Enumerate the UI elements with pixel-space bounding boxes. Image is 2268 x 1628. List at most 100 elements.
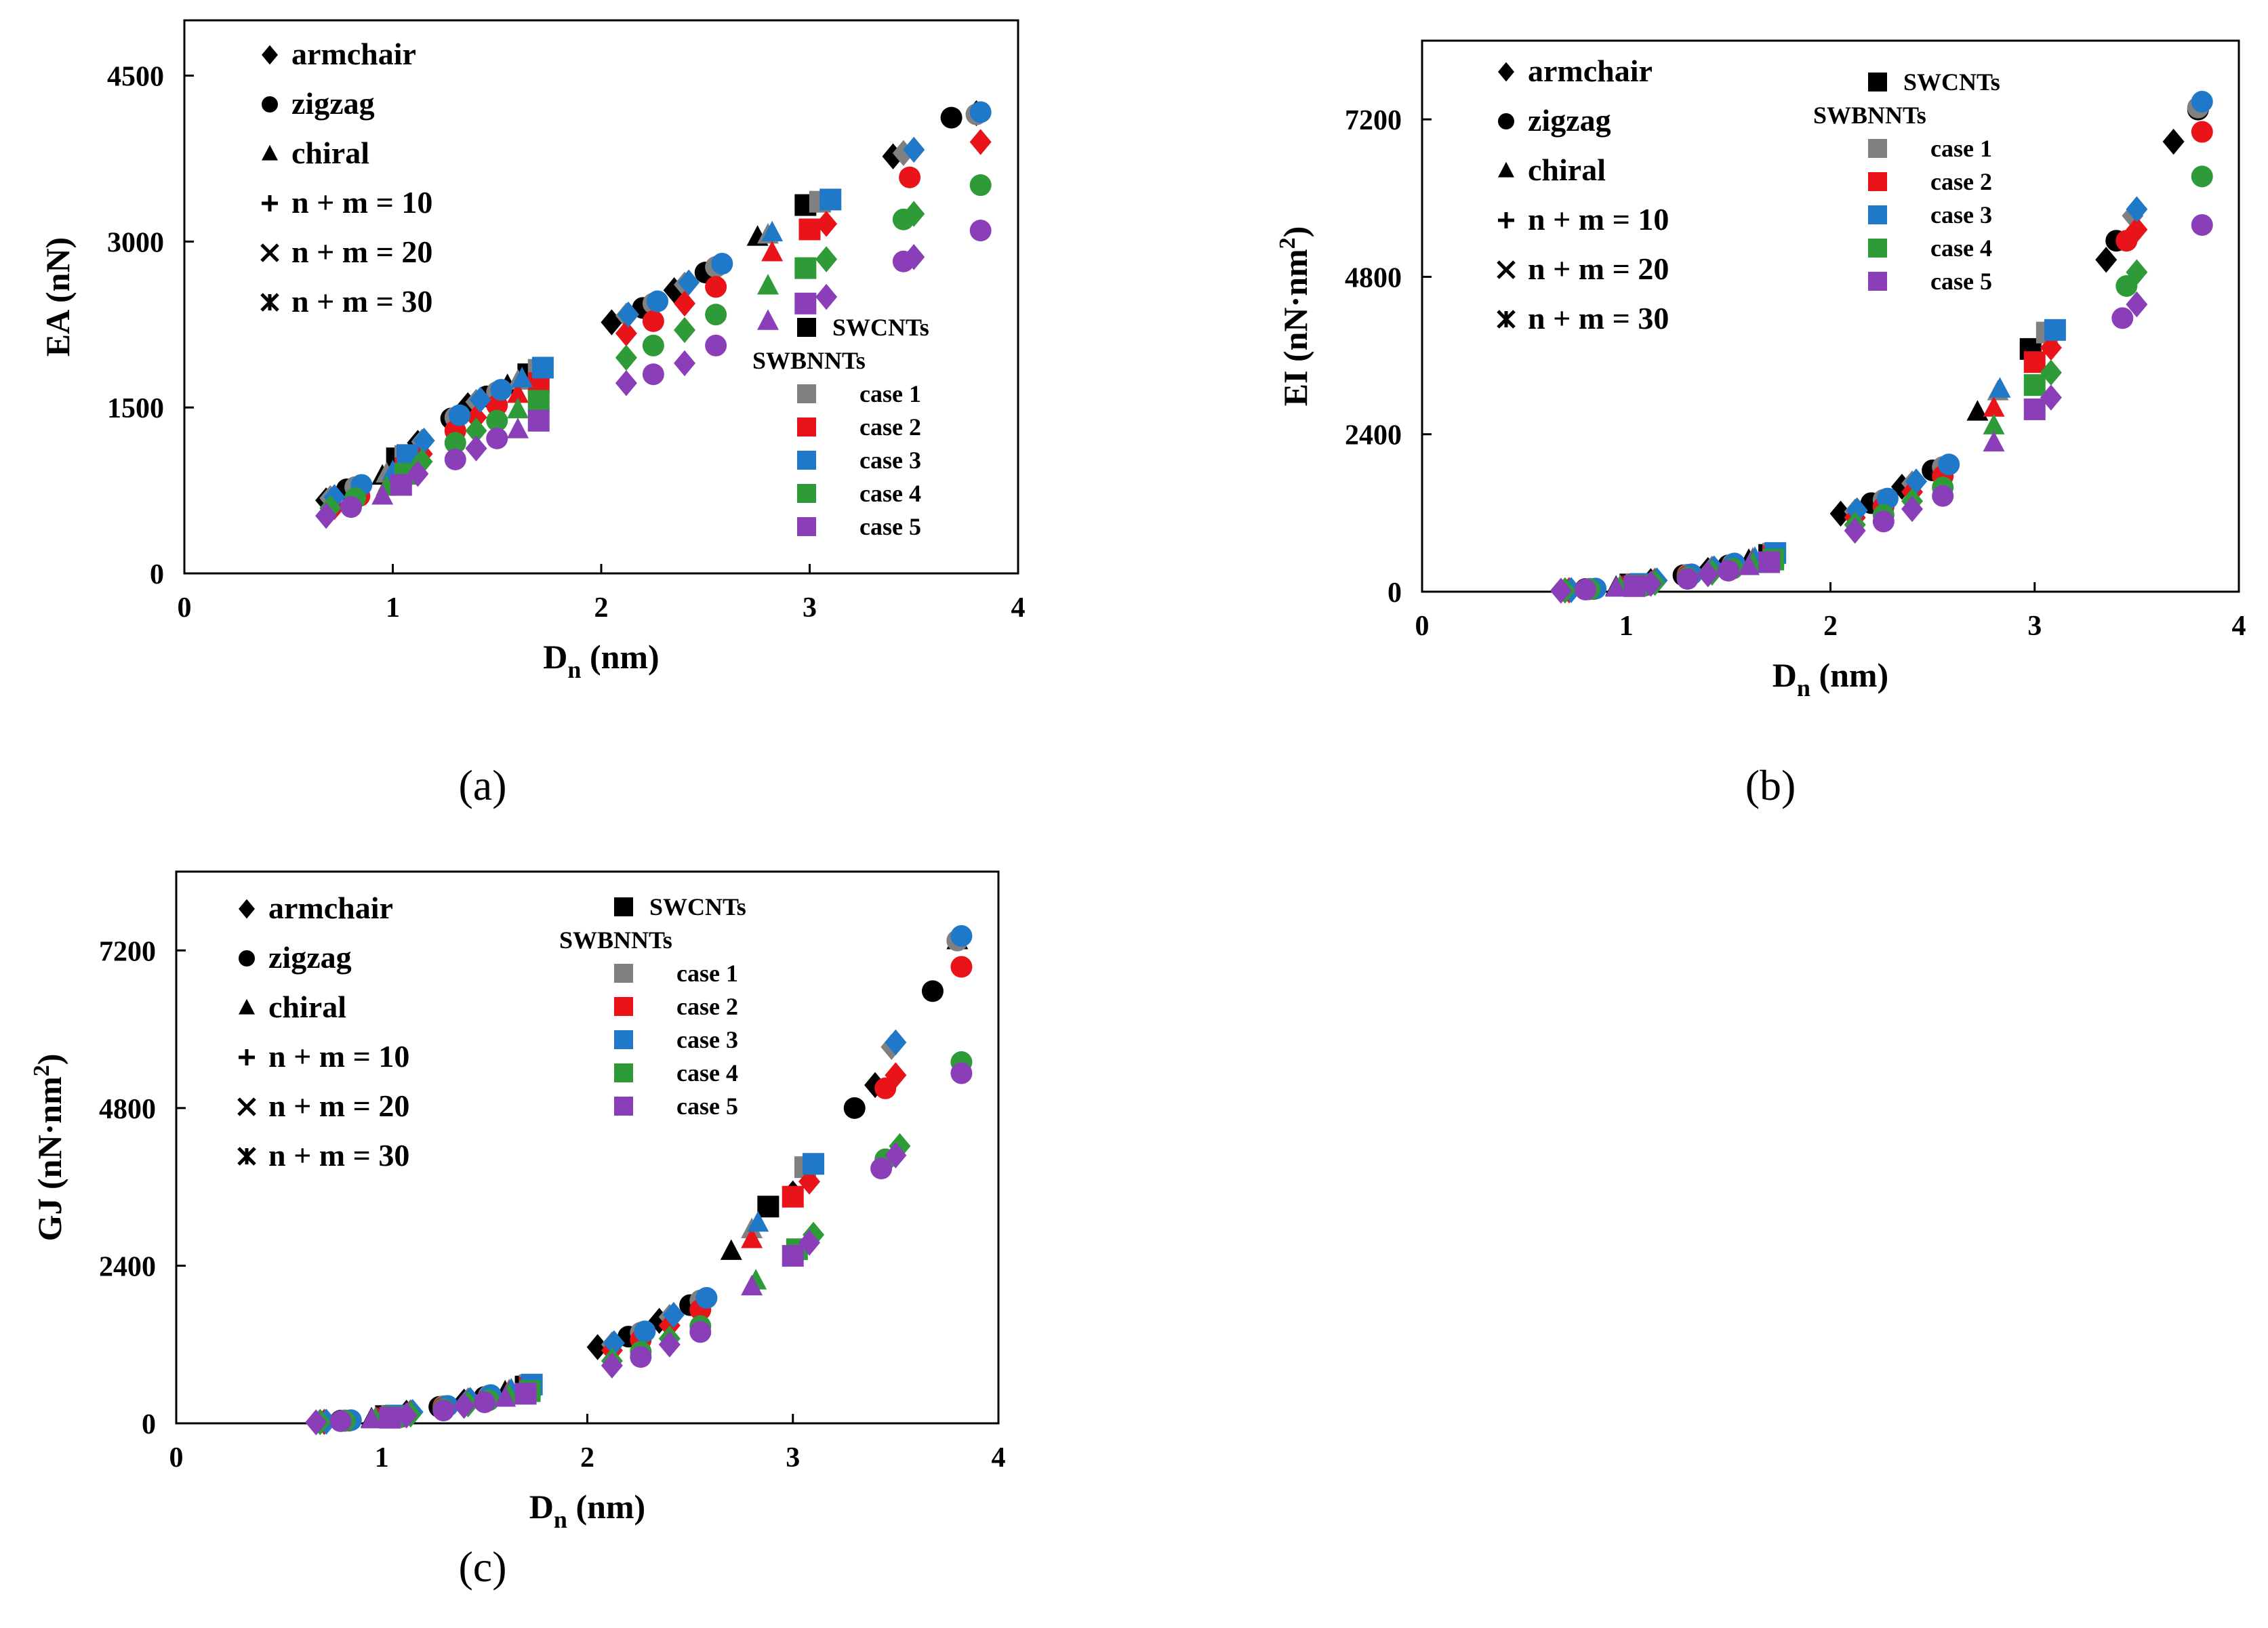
data-point bbox=[465, 418, 487, 444]
data-point bbox=[969, 129, 992, 155]
data-point bbox=[903, 201, 925, 227]
legend-case-marker bbox=[614, 1030, 633, 1049]
data-point bbox=[642, 334, 664, 357]
data-point bbox=[689, 1321, 712, 1343]
legend-shape-marker bbox=[239, 1049, 255, 1065]
series-case-5 bbox=[305, 1062, 973, 1436]
y-tick-label: 2400 bbox=[99, 1251, 156, 1282]
data-point bbox=[371, 484, 394, 505]
data-point bbox=[741, 1227, 763, 1248]
data-point bbox=[969, 101, 992, 123]
legend-case-label: case 4 bbox=[676, 1059, 738, 1086]
chart-panel-2: 0 1 2 3 4 0 2400 4800 7200 Dn (nm) GJ (nN·nm2) armc… bbox=[29, 870, 1006, 1591]
data-point bbox=[527, 409, 550, 432]
data-point bbox=[794, 292, 817, 314]
data-point bbox=[1905, 468, 1928, 495]
data-point bbox=[1717, 560, 1739, 582]
data-point bbox=[885, 1142, 907, 1168]
data-point bbox=[361, 1407, 383, 1429]
data-point bbox=[630, 1346, 652, 1368]
legend-case-marker bbox=[1868, 239, 1887, 258]
legend-shape-label: chiral bbox=[1528, 152, 1606, 187]
data-point bbox=[2191, 165, 2213, 188]
y-tick-label: 0 bbox=[1388, 577, 1402, 609]
data-point bbox=[490, 379, 512, 401]
x-tick-label: 4 bbox=[1011, 592, 1026, 624]
data-point bbox=[1876, 487, 1899, 510]
x-tick-label: 3 bbox=[803, 592, 817, 624]
x-tick-label: 3 bbox=[786, 1442, 800, 1473]
legend-case-marker bbox=[614, 997, 633, 1016]
data-point bbox=[1983, 396, 2005, 417]
legend-case-marker bbox=[1868, 139, 1887, 158]
legend-shape-marker bbox=[239, 998, 255, 1015]
legend-shape-label: n + m = 30 bbox=[291, 284, 432, 319]
panel-label: (a) bbox=[458, 761, 506, 809]
data-point bbox=[486, 427, 508, 449]
legend-shape-marker bbox=[260, 293, 279, 312]
data-point bbox=[2191, 213, 2213, 236]
legend-shape-label: armchair bbox=[1528, 54, 1653, 88]
chart-panel-1: 0 1 2 3 4 0 2400 4800 7200 Dn (nm) EI (nN·nm2) armc… bbox=[1275, 39, 2246, 809]
legend-shape-label: n + m = 20 bbox=[268, 1088, 409, 1123]
legend-shape-marker bbox=[262, 144, 278, 161]
data-point bbox=[1697, 561, 1719, 588]
legend-shape-marker bbox=[1497, 310, 1516, 329]
legend-swbnnts-label: SWBNNTs bbox=[559, 927, 672, 954]
legend-case-marker bbox=[1868, 205, 1887, 224]
legend-shape-label: armchair bbox=[291, 37, 416, 71]
legend-case-marker bbox=[797, 384, 816, 403]
y-tick-label: 4500 bbox=[107, 62, 164, 93]
legend-shape-marker bbox=[260, 243, 279, 262]
data-point bbox=[448, 404, 470, 426]
legend-case-label: case 3 bbox=[859, 447, 921, 474]
data-point bbox=[390, 474, 412, 496]
data-point bbox=[720, 1239, 742, 1260]
data-point bbox=[1575, 578, 1596, 601]
data-point bbox=[2023, 351, 2046, 373]
y-tick-label: 7200 bbox=[99, 936, 156, 967]
data-point bbox=[658, 1331, 681, 1358]
data-point bbox=[678, 269, 700, 296]
legend-swcnt-marker bbox=[1868, 73, 1887, 91]
data-point bbox=[1932, 485, 1954, 507]
data-point bbox=[494, 1386, 517, 1407]
data-point bbox=[642, 363, 664, 386]
data-point bbox=[507, 382, 529, 403]
data-point bbox=[798, 1168, 821, 1195]
data-point bbox=[757, 274, 779, 295]
legend-case-label: case 3 bbox=[1930, 201, 1992, 228]
data-point bbox=[603, 1330, 625, 1356]
data-point bbox=[2126, 196, 2148, 222]
data-point bbox=[815, 246, 838, 272]
data-point bbox=[950, 1062, 973, 1084]
data-point bbox=[969, 220, 992, 242]
data-point bbox=[1829, 500, 1852, 527]
y-tick-label: 0 bbox=[142, 1409, 156, 1440]
data-point bbox=[674, 290, 695, 317]
legend-shape-label: n + m = 20 bbox=[291, 235, 432, 269]
legend-case-label: case 5 bbox=[859, 513, 921, 540]
data-point bbox=[1966, 400, 1989, 421]
data-point bbox=[511, 367, 533, 388]
chart-panel-0: 0 1 2 3 4 0 1500 3000 4500 Dn (nm) EA (nN) armchair… bbox=[39, 19, 1026, 809]
data-point bbox=[527, 390, 550, 412]
data-point bbox=[2126, 216, 2148, 243]
data-point bbox=[1640, 571, 1662, 597]
data-point bbox=[819, 188, 842, 211]
legend-shape-label: zigzag bbox=[1528, 103, 1611, 138]
x-tick-label: 1 bbox=[1619, 611, 1634, 642]
data-point bbox=[940, 106, 963, 129]
data-point bbox=[950, 924, 973, 947]
data-point bbox=[2040, 359, 2062, 386]
legend-case-marker bbox=[797, 418, 816, 436]
legend-case-marker bbox=[614, 1097, 633, 1116]
data-point bbox=[782, 1244, 804, 1267]
data-point bbox=[885, 1062, 907, 1088]
x-tick-label: 1 bbox=[386, 592, 400, 624]
legend-shape-label: n + m = 30 bbox=[268, 1138, 409, 1173]
data-point bbox=[903, 244, 925, 270]
data-point bbox=[705, 276, 727, 298]
data-point bbox=[1844, 517, 1866, 544]
